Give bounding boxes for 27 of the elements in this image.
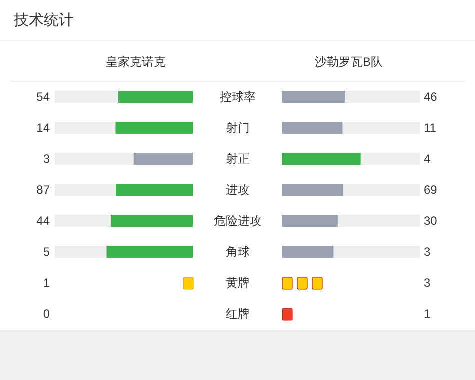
data-label: 1 <box>43 276 50 290</box>
data-label: 30 <box>424 214 438 228</box>
data-label: 46 <box>424 90 438 104</box>
data-label: 5 <box>43 245 50 259</box>
category-label: 角球 <box>226 245 250 259</box>
data-label: 14 <box>36 121 50 135</box>
data-label: 54 <box>36 90 50 104</box>
category-label: 射门 <box>226 121 250 135</box>
category-label: 红牌 <box>226 307 250 321</box>
data-label: 3 <box>424 245 431 259</box>
data-label: 87 <box>36 183 50 197</box>
category-label: 黄牌 <box>226 276 250 290</box>
category-label: 射正 <box>226 152 250 166</box>
category-label: 控球率 <box>220 90 256 104</box>
data-label: 3 <box>43 152 50 166</box>
data-label: 0 <box>43 307 50 321</box>
data-label: 1 <box>424 307 431 321</box>
category-label: 进攻 <box>226 183 250 197</box>
text: 技术统计 <box>13 12 74 29</box>
data-label: 4 <box>424 152 431 166</box>
data-label: 44 <box>36 214 50 228</box>
data-label: 3 <box>424 276 431 290</box>
data-label: 11 <box>424 121 437 135</box>
category-label: 危险进攻 <box>214 214 262 228</box>
text: 沙勒罗瓦B队 <box>315 55 384 69</box>
text: 皇家克诺克 <box>106 55 166 69</box>
data-label: 69 <box>424 183 438 197</box>
